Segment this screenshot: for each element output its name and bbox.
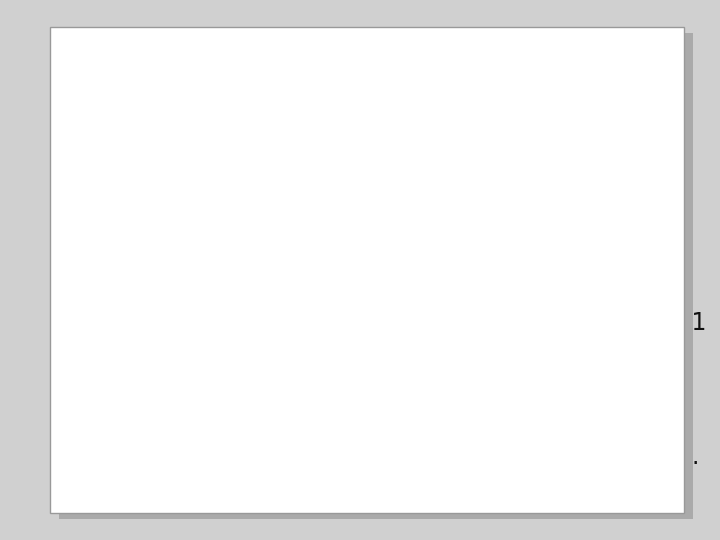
Text: • There are: • There are xyxy=(76,251,218,275)
Text: denote the number of successes in: denote the number of successes in xyxy=(156,404,585,428)
Text: denote the probability of success so that      1: denote the probability of success so tha… xyxy=(156,312,707,335)
Text: –: – xyxy=(76,353,95,377)
Text: ≤: ≤ xyxy=(642,445,677,469)
Text: • Let: • Let xyxy=(76,312,141,335)
Text: x: x xyxy=(141,404,156,428)
Text: independent trials of the experiment: independent trials of the experiment xyxy=(233,251,677,275)
Text: is the probability of failure.: is the probability of failure. xyxy=(110,353,436,377)
Text: Notation Used in the: Notation Used in the xyxy=(238,114,496,139)
Text: n: n xyxy=(218,251,233,275)
Text: independent trials of the experiment.  So, 0 ≤: independent trials of the experiment. So… xyxy=(76,445,628,469)
Text: x: x xyxy=(628,445,642,469)
Text: n: n xyxy=(677,445,692,469)
Text: • Let: • Let xyxy=(76,404,141,428)
Text: p: p xyxy=(141,312,156,335)
Text: Binomial Probability Distribution: Binomial Probability Distribution xyxy=(166,178,569,202)
Text: .: . xyxy=(692,445,699,469)
Text: p: p xyxy=(95,353,110,377)
Text: n: n xyxy=(585,404,600,428)
FancyBboxPatch shape xyxy=(76,66,659,221)
